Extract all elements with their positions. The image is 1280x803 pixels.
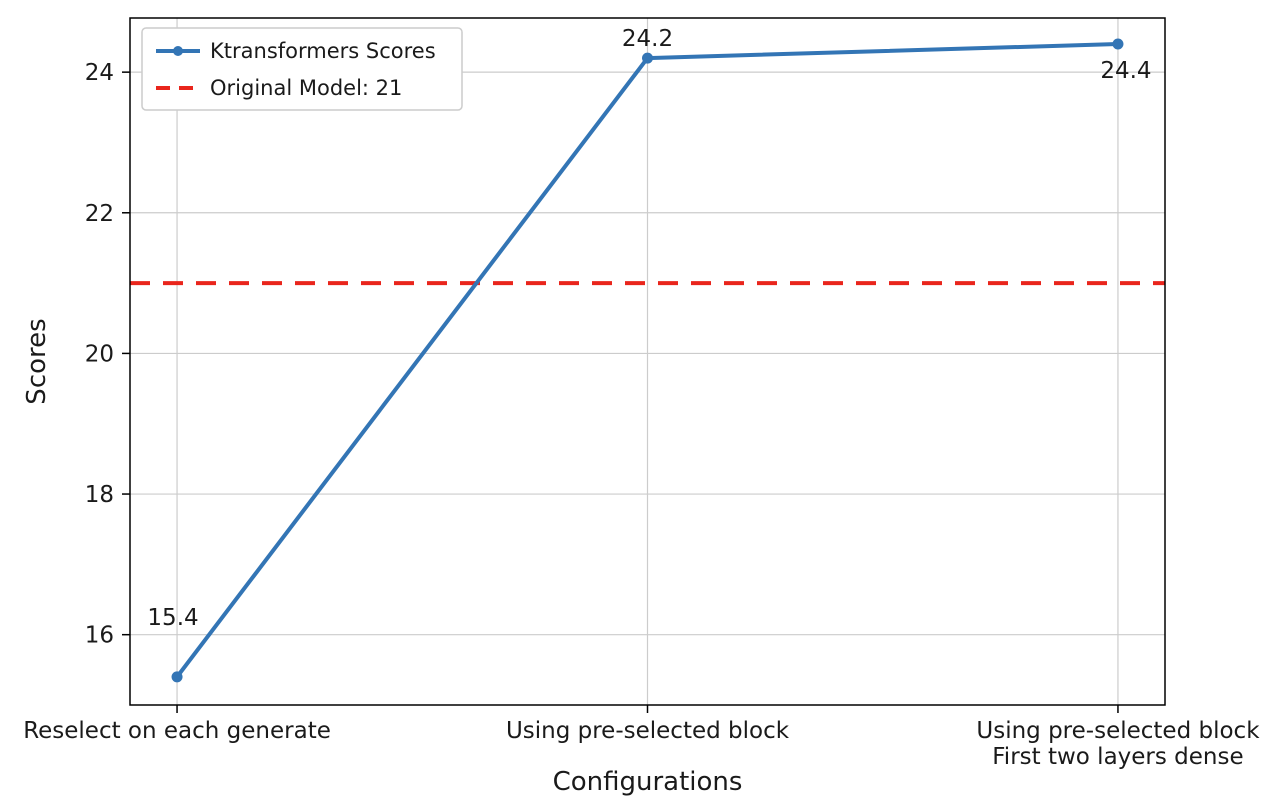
- series-marker: [171, 671, 183, 683]
- legend-series-label: Ktransformers Scores: [210, 39, 436, 63]
- y-tick-label: 18: [85, 482, 114, 508]
- y-tick-label: 16: [85, 623, 114, 649]
- y-tick-label: 20: [85, 341, 114, 367]
- legend-reference-label: Original Model: 21: [210, 76, 402, 100]
- series-marker: [642, 52, 653, 64]
- series-marker: [1112, 38, 1124, 50]
- y-axis-title: Scores: [22, 318, 52, 404]
- legend-series-marker: [173, 46, 183, 56]
- y-tick-label: 22: [85, 201, 114, 227]
- y-tick-label: 24: [85, 60, 114, 86]
- x-tick-label: Reselect on each generate: [23, 718, 331, 744]
- data-label: 24.2: [622, 26, 673, 52]
- gridlines: [130, 18, 1165, 705]
- legend: Ktransformers Scores Original Model: 21: [141, 27, 463, 111]
- legend-box: [141, 27, 463, 111]
- x-axis-title: Configurations: [553, 767, 743, 797]
- x-tick-label: Using pre-selected block First two layers…: [976, 718, 1260, 770]
- y-axis: 16 18 20 22 24: [85, 60, 130, 649]
- x-tick-label: Using pre-selected block: [506, 718, 790, 744]
- data-label: 15.4: [147, 605, 198, 631]
- data-label: 24.4: [1100, 58, 1151, 84]
- x-axis: Reselect on each generate Using pre-selec…: [23, 705, 1260, 770]
